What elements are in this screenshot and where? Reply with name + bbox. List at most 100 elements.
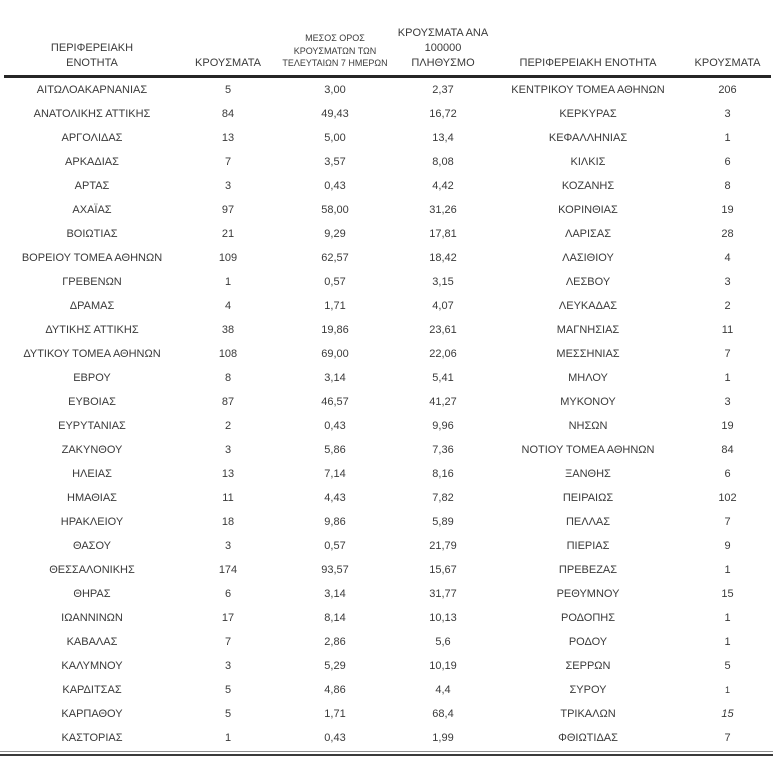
right-region-cell: ΡΕΘΥΜΝΟΥ (556, 587, 620, 600)
left-region-cell: ΗΡΑΚΛΕΙΟΥ (60, 515, 124, 528)
left-cases-cell: 11 (222, 491, 234, 504)
right-region-cell: ΛΕΥΚΑΔΑΣ (558, 299, 618, 312)
right-region-cell: ΡΟΔΟΥ (568, 635, 608, 648)
left-per100k-cell: 2,37 (432, 83, 454, 96)
left-per100k-cell: 10,19 (429, 659, 457, 672)
table-row: ΘΕΣΣΑΛΟΝΙΚΗΣ 174 93,57 15,67 ΠΡΕΒΕΖΑΣ 1 (4, 558, 771, 582)
right-region-cell: ΠΡΕΒΕΖΑΣ (558, 563, 618, 576)
table-row: ΚΑΒΑΛΑΣ 7 2,86 5,6 ΡΟΔΟΥ 1 (4, 630, 771, 654)
left-cases-cell: 3 (224, 443, 232, 456)
left-per100k-cell: 31,77 (429, 587, 457, 600)
left-region-cell: ΑΡΚΑΔΙΑΣ (65, 155, 119, 168)
left-per100k-cell: 31,26 (429, 203, 457, 216)
header-avg7-label: ΜΕΣΟΣ ΟΡΟΣ ΚΡΟΥΣΜΑΤΩΝ ΤΩΝ ΤΕΛΕΥΤΑΙΩΝ 7 Η… (282, 33, 388, 68)
header-per100k-label: ΚΡΟΥΣΜΑΤΑ ΑΝΑ 100000 ΠΛΗΘΥΣΜΟ (397, 26, 489, 69)
table-row: ΗΡΑΚΛΕΙΟΥ 18 9,86 5,89 ΠΕΛΛΑΣ 7 (4, 510, 771, 534)
left-per100k-cell: 4,07 (432, 299, 454, 312)
right-region-cell: ΚΙΛΚΙΣ (570, 155, 606, 168)
table-row: ΑΡΚΑΔΙΑΣ 7 3,57 8,08 ΚΙΛΚΙΣ 6 (4, 150, 771, 174)
left-per100k-cell: 23,61 (429, 323, 457, 336)
left-per100k-cell: 4,42 (432, 179, 454, 192)
left-avg7-cell: 0,43 (324, 731, 346, 744)
right-cases-cell: 3 (724, 107, 731, 120)
right-cases-cell: 4 (724, 251, 731, 264)
right-cases-cell: 102 (718, 491, 737, 504)
left-region-cell: ΚΑΛΥΜΝΟΥ (61, 659, 123, 672)
left-per100k-cell: 1,99 (432, 731, 454, 744)
right-region-cell: ΠΙΕΡΙΑΣ (566, 539, 610, 552)
right-region-cell: ΜΗΛΟΥ (568, 371, 608, 384)
right-cases-cell: 15 (721, 707, 734, 720)
left-cases-cell: 7 (224, 635, 232, 648)
left-cases-cell: 3 (224, 659, 232, 672)
left-avg7-cell: 5,86 (324, 443, 346, 456)
left-cases-cell: 174 (218, 563, 238, 576)
header-cases-right-label: ΚΡΟΥΣΜΑΤΑ (694, 56, 761, 69)
left-region-cell: ΘΗΡΑΣ (73, 587, 111, 600)
left-per100k-cell: 21,79 (429, 539, 457, 552)
left-per100k-cell: 16,72 (429, 107, 457, 120)
right-cases-cell: 1 (724, 131, 731, 144)
right-region-cell: ΛΑΣΙΘΙΟΥ (562, 251, 614, 264)
right-cases-cell: 6 (724, 467, 731, 480)
left-region-cell: ΘΑΣΟΥ (72, 539, 112, 552)
right-cases-cell: 6 (724, 155, 731, 168)
header-cases-left: ΚΡΟΥΣΜΑΤΑ (180, 6, 276, 78)
right-cases-cell: 19 (721, 419, 734, 432)
left-cases-cell: 1 (224, 731, 232, 744)
left-avg7-cell: 2,86 (324, 635, 346, 648)
left-cases-cell: 84 (221, 107, 235, 120)
left-region-cell: ΘΕΣΣΑΛΟΝΙΚΗΣ (49, 563, 135, 576)
header-per100k: ΚΡΟΥΣΜΑΤΑ ΑΝΑ 100000 ΠΛΗΘΥΣΜΟ (394, 6, 492, 78)
left-region-cell: ΗΜΑΘΙΑΣ (67, 491, 117, 504)
left-cases-cell: 1 (224, 275, 232, 288)
table-row: ΕΥΡΥΤΑΝΙΑΣ 2 0,43 9,96 ΝΗΣΩΝ 19 (4, 414, 771, 438)
right-region-cell: ΤΡΙΚΑΛΩΝ (560, 707, 616, 720)
right-cases-cell: 28 (721, 227, 734, 240)
left-avg7-cell: 3,14 (324, 587, 346, 600)
right-cases-cell: 5 (724, 659, 731, 672)
table-row: ΚΑΡΠΑΘΟΥ 5 1,71 68,4 ΤΡΙΚΑΛΩΝ 15 (4, 702, 771, 726)
right-region-cell: ΚΟΡΙΝΘΙΑΣ (558, 203, 618, 216)
header-avg7: ΜΕΣΟΣ ΟΡΟΣ ΚΡΟΥΣΜΑΤΩΝ ΤΩΝ ΤΕΛΕΥΤΑΙΩΝ 7 Η… (276, 6, 394, 78)
right-cases-cell: 1 (724, 684, 730, 695)
left-avg7-cell: 8,14 (324, 611, 346, 624)
table-header: ΠΕΡΙΦΕΡΕΙΑΚΗ ΕΝΟΤΗΤΑ ΚΡΟΥΣΜΑΤΑ ΜΕΣΟΣ ΟΡΟ… (4, 6, 771, 78)
right-cases-cell: 15 (721, 587, 734, 600)
left-cases-cell: 38 (221, 323, 235, 336)
left-cases-cell: 18 (221, 515, 235, 528)
left-cases-cell: 97 (221, 203, 235, 216)
left-cases-cell: 4 (224, 299, 232, 312)
left-region-cell: ΚΑΡΠΑΘΟΥ (61, 707, 123, 720)
right-cases-cell: 3 (724, 395, 731, 408)
left-region-cell: ΓΡΕΒΕΝΩΝ (62, 275, 122, 288)
right-region-cell: ΞΑΝΘΗΣ (565, 467, 611, 480)
table-row: ΙΩΑΝΝΙΝΩΝ 17 8,14 10,13 ΡΟΔΟΠΗΣ 1 (4, 606, 771, 630)
right-cases-cell: 2 (724, 299, 731, 312)
right-cases-cell: 1 (724, 563, 731, 576)
left-per100k-cell: 8,08 (432, 155, 454, 168)
left-cases-cell: 5 (224, 683, 232, 696)
right-cases-cell: 7 (724, 347, 731, 360)
left-avg7-cell: 5,29 (324, 659, 346, 672)
left-per100k-cell: 13,4 (432, 131, 454, 144)
left-region-cell: ΙΩΑΝΝΙΝΩΝ (61, 611, 123, 624)
right-cases-cell: 9 (724, 539, 731, 552)
left-avg7-cell: 19,86 (321, 323, 349, 336)
left-avg7-cell: 0,57 (324, 275, 346, 288)
right-cases-cell: 1 (724, 635, 731, 648)
left-region-cell: ΒΟΙΩΤΙΑΣ (66, 227, 118, 240)
table-row: ΑΝΑΤΟΛΙΚΗΣ ΑΤΤΙΚΗΣ 84 49,43 16,72 ΚΕΡΚΥΡΑΣ 3 (4, 102, 771, 126)
left-per100k-cell: 41,27 (429, 395, 457, 408)
header-row: ΠΕΡΙΦΕΡΕΙΑΚΗ ΕΝΟΤΗΤΑ ΚΡΟΥΣΜΑΤΑ ΜΕΣΟΣ ΟΡΟ… (4, 6, 771, 78)
left-region-cell: ΚΑΡΔΙΤΣΑΣ (62, 683, 122, 696)
left-avg7-cell: 3,57 (324, 155, 346, 168)
table-row: ΘΑΣΟΥ 3 0,57 21,79 ΠΙΕΡΙΑΣ 9 (4, 534, 771, 558)
right-region-cell: ΜΥΚΟΝΟΥ (560, 395, 616, 408)
left-region-cell: ΒΟΡΕΙΟΥ ΤΟΜΕΑ ΑΘΗΝΩΝ (21, 251, 163, 264)
left-per100k-cell: 17,81 (429, 227, 457, 240)
left-avg7-cell: 0,43 (324, 419, 346, 432)
table-row: ΓΡΕΒΕΝΩΝ 1 0,57 3,15 ΛΕΣΒΟΥ 3 (4, 270, 771, 294)
left-cases-cell: 7 (224, 155, 232, 168)
